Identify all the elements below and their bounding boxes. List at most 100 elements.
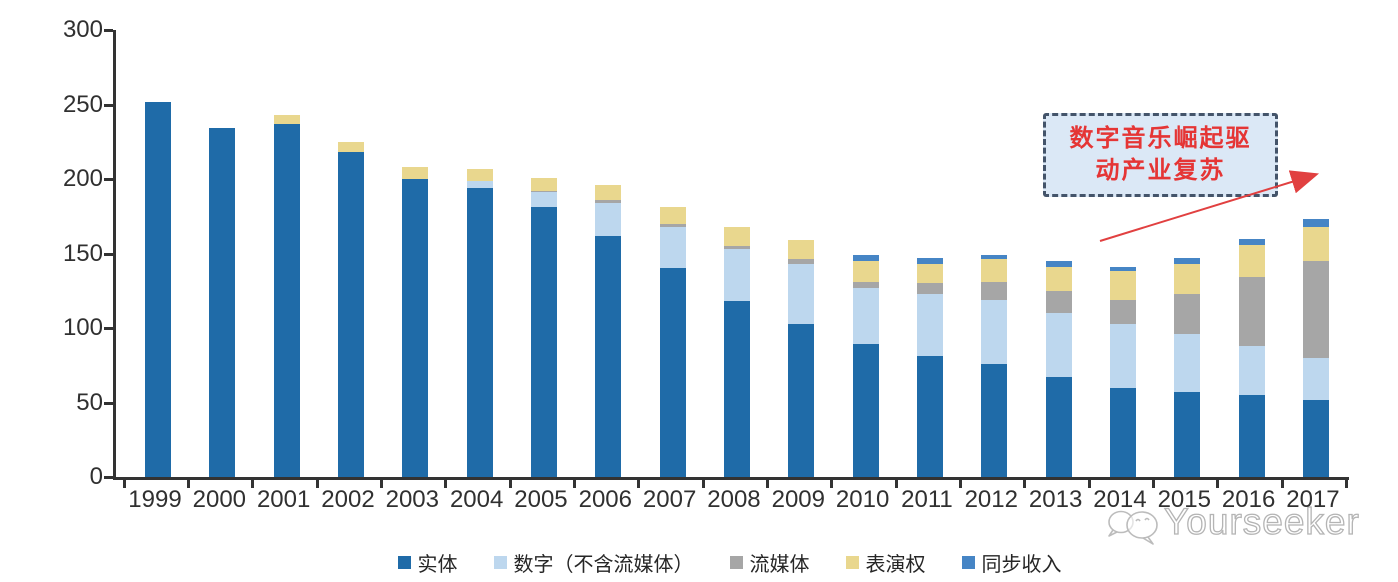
bar-2017 [1302, 30, 1329, 477]
watermark: Yourseeker [1104, 498, 1360, 546]
segment-performance-rights [466, 168, 493, 181]
y-tick-label: 0 [89, 463, 103, 490]
legend-item-physical: 实体 [397, 548, 458, 577]
segment-physical [273, 123, 300, 477]
segment-digital-excl-streaming [916, 293, 943, 357]
bar-2010 [852, 30, 879, 477]
x-tick-mark [1151, 480, 1155, 488]
x-tick-mark [186, 480, 190, 488]
segment-physical [145, 101, 171, 477]
segment-physical [1238, 395, 1265, 477]
x-tick-label: 1999 [128, 486, 182, 513]
segment-performance-rights [595, 184, 622, 200]
segment-streaming [1109, 299, 1136, 324]
x-tick-mark [315, 480, 319, 488]
segment-physical [723, 301, 750, 477]
x-tick-label: 2009 [771, 486, 825, 513]
segment-streaming [852, 281, 879, 288]
legend-label-digital-excl-streaming: 数字（不含流媒体） [513, 554, 694, 576]
x-tick-mark [765, 480, 769, 488]
y-tick-label: 50 [76, 388, 103, 416]
x-tick-label: 2006 [578, 486, 632, 513]
x-tick-mark [379, 480, 383, 488]
segment-streaming [788, 259, 815, 264]
annotation-text-line1: 数字音乐崛起驱 [1069, 125, 1252, 152]
segment-streaming [1238, 277, 1265, 346]
legend-label-performance-rights: 表演权 [865, 554, 926, 576]
bar-2012 [981, 30, 1008, 477]
segment-streaming [1045, 290, 1072, 314]
segment-performance-rights [1109, 271, 1136, 300]
x-tick-label: 2010 [835, 486, 890, 513]
legend-label-physical: 实体 [417, 554, 458, 576]
y-tick-mark [104, 252, 113, 256]
bar-1999 [145, 30, 171, 477]
x-tick-mark [1023, 480, 1027, 488]
bar-2011 [916, 30, 943, 477]
segment-streaming [981, 281, 1008, 300]
segment-performance-rights [723, 226, 750, 247]
segment-sync-revenue [852, 255, 879, 261]
segment-physical [466, 187, 493, 477]
segment-physical [1174, 392, 1201, 477]
x-tick-label: 2013 [1028, 486, 1083, 513]
x-tick-label: 2014 [1093, 486, 1147, 513]
segment-streaming [916, 283, 943, 294]
segment-digital-excl-streaming [723, 249, 750, 302]
x-tick-label: 2002 [321, 486, 375, 513]
x-tick-label: 2000 [192, 486, 247, 513]
segment-digital-excl-streaming [1174, 333, 1201, 393]
legend: 实体 数字（不含流媒体） 流媒体 表演权 同步收入 [113, 548, 1346, 577]
y-tick-mark [104, 178, 113, 181]
segment-performance-rights [788, 240, 815, 260]
segment-physical [1109, 387, 1136, 477]
segment-digital-excl-streaming [659, 226, 686, 269]
bar-2002 [337, 30, 364, 477]
segment-performance-rights [1174, 263, 1201, 294]
segment-physical [1045, 377, 1072, 477]
y-tick-label: 200 [62, 165, 103, 192]
segment-performance-rights [981, 259, 1008, 282]
y-tick-mark [104, 476, 113, 479]
legend-swatch-streaming [729, 556, 743, 569]
annotation-box: 数字音乐崛起驱 动产业复苏 [1043, 113, 1278, 197]
segment-physical [659, 268, 686, 477]
x-tick-mark [1216, 480, 1220, 488]
x-tick-label: 2008 [707, 486, 761, 513]
segment-streaming [595, 199, 622, 203]
x-tick-label: 2004 [449, 486, 504, 513]
segment-performance-rights [1302, 226, 1329, 261]
y-tick-label: 300 [62, 16, 103, 43]
y-tick-mark [104, 29, 113, 32]
x-tick-mark [572, 480, 576, 488]
bar-2001 [273, 30, 300, 477]
y-tick-mark [104, 401, 113, 405]
x-tick-label: 2003 [385, 486, 439, 513]
segment-streaming [1174, 293, 1201, 334]
bar-2013 [1045, 30, 1072, 477]
segment-digital-excl-streaming [852, 287, 879, 345]
segment-physical [788, 323, 815, 477]
y-tick-label: 250 [62, 90, 103, 118]
segment-digital-excl-streaming [1238, 345, 1265, 396]
legend-swatch-performance-rights [845, 556, 859, 569]
bar-2014 [1109, 30, 1136, 477]
x-tick-mark [894, 480, 898, 488]
bar-2005 [530, 30, 557, 477]
segment-physical [981, 363, 1008, 477]
bar-2006 [595, 30, 622, 477]
x-tick-mark [251, 480, 255, 488]
bar-2008 [723, 30, 750, 477]
segment-digital-excl-streaming [981, 299, 1008, 364]
x-tick-label: 2005 [514, 486, 568, 513]
x-tick-mark [1280, 480, 1284, 488]
segment-sync-revenue [1109, 266, 1136, 272]
x-tick-mark [1344, 480, 1348, 488]
segment-digital-excl-streaming [466, 180, 493, 188]
bar-2015 [1174, 30, 1201, 477]
x-tick-label: 2016 [1221, 486, 1276, 513]
y-tick-mark [104, 327, 113, 330]
x-tick-mark [830, 480, 834, 488]
y-tick-mark [104, 103, 113, 107]
